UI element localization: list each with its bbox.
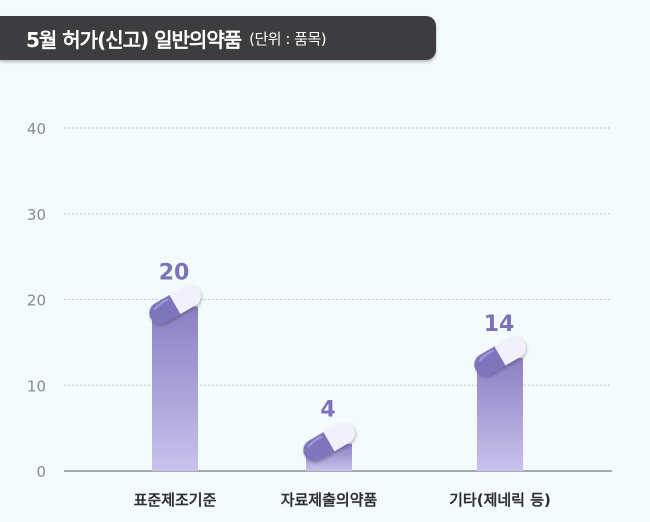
capsule-icon [149, 285, 201, 324]
category-label: 기타(제네릭 등) [449, 491, 551, 509]
chart-title: 5월 허가(신고) 일반의약품 [26, 27, 242, 52]
bar [477, 357, 523, 471]
data-label: 20 [159, 261, 190, 286]
chart-title-banner: 5월 허가(신고) 일반의약품 (단위 : 품목) [0, 16, 436, 60]
bar [152, 306, 198, 471]
category-label: 표준제조기준 [134, 491, 217, 509]
y-tick-label: 10 [27, 377, 46, 395]
y-tick-label: 20 [27, 292, 46, 310]
y-tick-label: 0 [36, 463, 46, 481]
y-tick-label: 30 [27, 206, 46, 224]
data-label: 4 [320, 398, 335, 423]
capsule-icon [303, 422, 355, 462]
chart-unit-label: (단위 : 품목) [249, 29, 327, 48]
capsule-icon [474, 336, 526, 376]
y-tick-label: 40 [27, 120, 46, 138]
category-label: 자료제출의약품 [281, 491, 378, 509]
data-label: 14 [484, 312, 515, 337]
